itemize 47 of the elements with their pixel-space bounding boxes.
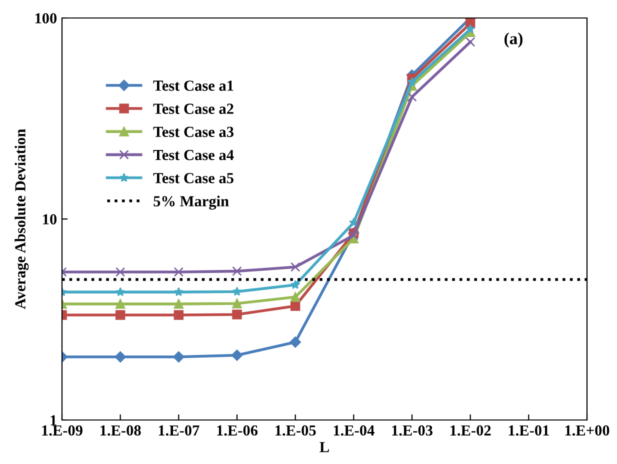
- point: [290, 301, 300, 311]
- point: [231, 350, 243, 361]
- point: [465, 37, 476, 47]
- x-axis-title: L: [320, 442, 329, 452]
- x-tick-label: 1.E-05: [276, 425, 316, 436]
- point: [115, 310, 126, 320]
- x-tick-label: 1.E-09: [42, 425, 82, 436]
- x-tick-label: 1.E-02: [450, 425, 491, 436]
- y-tick-label: 1: [50, 415, 56, 426]
- point: [116, 287, 125, 296]
- y-tick-label: 10: [43, 214, 57, 224]
- point: [174, 299, 184, 309]
- point: [290, 262, 300, 272]
- point: [407, 77, 417, 86]
- x-tick-label: 1.E-01: [508, 425, 549, 436]
- annotation: (a): [504, 32, 522, 48]
- x-tick-label: 1.E-07: [158, 425, 200, 436]
- point: [174, 287, 184, 296]
- point: [173, 351, 184, 363]
- point: [290, 280, 300, 289]
- legend-label: Test Case a3: [153, 126, 234, 138]
- point: [174, 267, 184, 277]
- x-tick-label: 1.E-08: [100, 425, 141, 436]
- y-tick-label: 100: [35, 13, 57, 24]
- legend-label: Test Case a2: [153, 104, 234, 114]
- legend-label: 5% Margin: [154, 196, 229, 210]
- point: [232, 286, 242, 296]
- point: [466, 24, 475, 34]
- x-tick-label: 1.E-04: [334, 425, 374, 436]
- x-tick-label: 1.E+00: [565, 425, 610, 436]
- point: [407, 92, 417, 102]
- legend-label: Test Case a1: [153, 80, 234, 91]
- point: [232, 310, 242, 320]
- point: [114, 351, 126, 363]
- legend-label: Test Case a4: [153, 150, 234, 160]
- point: [232, 298, 242, 308]
- point: [174, 310, 184, 320]
- y-axis-title: Average Absolute Deviation: [14, 128, 29, 310]
- point: [115, 267, 126, 277]
- point: [115, 299, 126, 309]
- x-tick-label: 1.E-06: [217, 425, 258, 436]
- x-tick-label: 1.E-03: [392, 425, 432, 436]
- point: [290, 292, 300, 302]
- point: [349, 218, 358, 227]
- point: [232, 266, 242, 276]
- point: [290, 336, 301, 348]
- legend-label: Test Case a5: [153, 173, 234, 184]
